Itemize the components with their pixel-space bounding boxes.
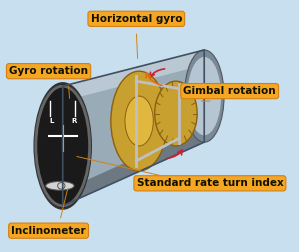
Text: R: R bbox=[71, 118, 77, 124]
Ellipse shape bbox=[34, 83, 91, 209]
Ellipse shape bbox=[46, 181, 74, 190]
Ellipse shape bbox=[155, 81, 197, 146]
Text: Gyro rotation: Gyro rotation bbox=[9, 66, 88, 76]
Ellipse shape bbox=[187, 57, 221, 135]
Polygon shape bbox=[63, 50, 204, 101]
Text: L: L bbox=[49, 118, 54, 124]
Polygon shape bbox=[63, 127, 204, 206]
Ellipse shape bbox=[111, 71, 167, 171]
Text: Standard rate turn index: Standard rate turn index bbox=[137, 178, 283, 188]
Text: Gimbal rotation: Gimbal rotation bbox=[183, 86, 276, 96]
Text: Horizontal gyro: Horizontal gyro bbox=[91, 14, 182, 24]
Polygon shape bbox=[63, 50, 204, 206]
Ellipse shape bbox=[184, 50, 224, 142]
Ellipse shape bbox=[125, 96, 153, 146]
Text: Inclinometer: Inclinometer bbox=[11, 226, 86, 236]
Circle shape bbox=[58, 182, 65, 189]
